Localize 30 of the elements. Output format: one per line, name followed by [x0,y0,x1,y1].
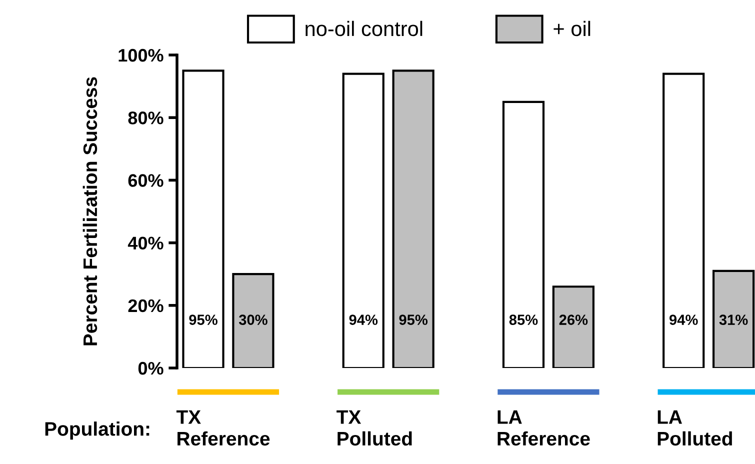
data-label: 85% [509,314,538,325]
bar [232,273,274,368]
bar [552,286,594,368]
data-label: 31% [719,314,748,325]
bar [392,70,434,368]
bar [182,70,224,368]
bar [712,270,755,368]
data-label: 94% [670,314,698,325]
bar [342,72,384,368]
data-label: 95% [189,314,218,325]
y-tick-label: 60% [128,174,164,187]
x-axis-title: Population: [45,422,150,440]
x-tick-label: LA Polluted [658,410,732,446]
data-label: 30% [238,314,268,325]
x-tick-label: LA Reference [498,410,590,446]
legend-label: no-oil control [306,20,422,36]
data-label: 26% [559,314,588,325]
data-label: 94% [349,314,378,325]
legend-label: + oil [554,20,590,36]
y-tick-label: 80% [128,112,164,124]
y-tick-label: 100% [118,48,164,62]
x-tick-label: TX Reference [176,410,270,446]
y-tick-label: 20% [128,299,164,312]
y-tick-label: 0% [138,362,164,375]
y-tick-label: 40% [128,236,164,250]
y-axis-title: Percent Fertilization Success [82,77,98,346]
x-tick-label: TX Polluted [336,410,412,446]
data-label: 95% [399,314,428,325]
bar [502,100,545,368]
bar [662,72,705,368]
